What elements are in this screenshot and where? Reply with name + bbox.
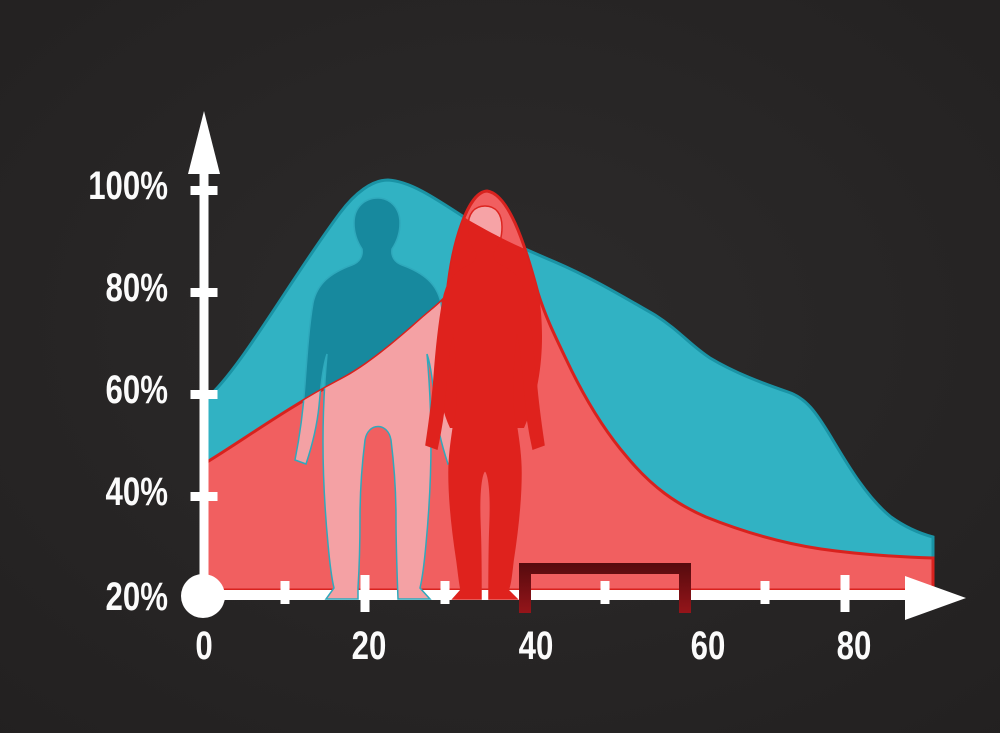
x-axis-label-80: 80 — [836, 624, 872, 668]
x-axis-label-60: 60 — [690, 624, 726, 668]
y-axis-label-100: 100% — [88, 164, 168, 208]
axes — [181, 111, 966, 620]
y-axis-label-60: 60% — [105, 368, 168, 412]
origin-dot — [181, 574, 225, 618]
age-range-bracket — [519, 563, 691, 613]
x-axis-arrow-icon — [905, 576, 966, 620]
x-axis-minor-ticks — [280, 581, 770, 604]
y-axis-line — [199, 168, 209, 598]
y-axis-label-80: 80% — [105, 266, 168, 310]
y-axis-ticks — [190, 186, 218, 501]
y-axis-label-20: 20% — [105, 575, 168, 619]
y-axis-label-40: 40% — [105, 470, 168, 514]
x-axis-line — [205, 590, 908, 600]
x-axis-label-20: 20 — [351, 624, 387, 668]
x-axis-label-40: 40 — [518, 624, 554, 668]
x-axis-label-0: 0 — [195, 624, 213, 668]
y-axis-arrow-icon — [188, 111, 220, 174]
